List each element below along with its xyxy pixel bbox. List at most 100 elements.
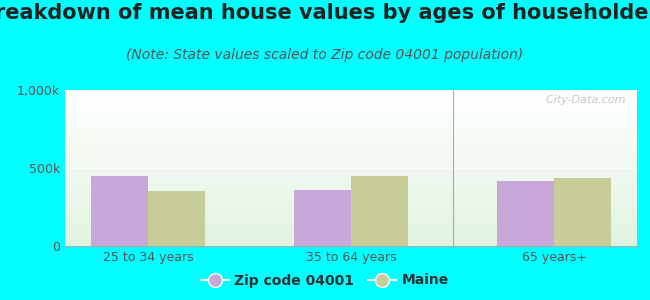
Bar bbox=[65, 234, 637, 235]
Bar bbox=[65, 166, 637, 167]
Bar bbox=[65, 181, 637, 182]
Bar bbox=[65, 118, 637, 119]
Bar bbox=[65, 96, 637, 97]
Bar bbox=[65, 239, 637, 240]
Bar bbox=[65, 196, 637, 197]
Bar bbox=[65, 167, 637, 168]
Bar bbox=[65, 194, 637, 195]
Bar bbox=[65, 113, 637, 114]
Bar bbox=[65, 126, 637, 127]
Bar bbox=[65, 109, 637, 110]
Bar bbox=[65, 208, 637, 209]
Bar bbox=[65, 153, 637, 154]
Bar bbox=[65, 145, 637, 146]
Bar bbox=[65, 159, 637, 160]
Bar bbox=[65, 103, 637, 104]
Bar bbox=[65, 101, 637, 102]
Bar bbox=[91, 176, 148, 246]
Bar bbox=[65, 204, 637, 205]
Bar bbox=[65, 205, 637, 206]
Text: City-Data.com: City-Data.com bbox=[539, 95, 625, 105]
Bar bbox=[65, 121, 637, 122]
Bar bbox=[65, 186, 637, 187]
Bar bbox=[65, 141, 637, 142]
Bar bbox=[65, 226, 637, 227]
Bar bbox=[65, 127, 637, 128]
Bar bbox=[65, 105, 637, 106]
Bar bbox=[65, 107, 637, 108]
Bar bbox=[65, 214, 637, 215]
Bar bbox=[65, 245, 637, 246]
Bar bbox=[65, 169, 637, 170]
Bar bbox=[65, 189, 637, 190]
Bar bbox=[65, 137, 637, 138]
Bar bbox=[65, 188, 637, 189]
Bar bbox=[65, 207, 637, 208]
Bar bbox=[65, 152, 637, 153]
Bar bbox=[65, 187, 637, 188]
Bar bbox=[65, 111, 637, 112]
Bar bbox=[65, 162, 637, 163]
Bar bbox=[65, 154, 637, 155]
Bar bbox=[65, 172, 637, 173]
Bar bbox=[65, 228, 637, 229]
Bar bbox=[65, 224, 637, 225]
Bar bbox=[554, 178, 611, 246]
Bar bbox=[65, 241, 637, 242]
Bar bbox=[65, 92, 637, 93]
Bar bbox=[65, 230, 637, 231]
Bar bbox=[65, 198, 637, 199]
Bar bbox=[65, 165, 637, 166]
Bar bbox=[65, 144, 637, 145]
Bar bbox=[65, 161, 637, 162]
Bar bbox=[65, 233, 637, 234]
Bar bbox=[65, 98, 637, 99]
Bar bbox=[65, 94, 637, 95]
Bar bbox=[65, 129, 637, 130]
Bar bbox=[351, 176, 408, 246]
Bar bbox=[65, 102, 637, 103]
Text: Breakdown of mean house values by ages of householders: Breakdown of mean house values by ages o… bbox=[0, 3, 650, 23]
Bar bbox=[65, 229, 637, 230]
Bar bbox=[65, 222, 637, 223]
Bar bbox=[65, 182, 637, 183]
Bar bbox=[65, 90, 637, 91]
Bar bbox=[65, 147, 637, 148]
Bar bbox=[65, 100, 637, 101]
Bar bbox=[65, 160, 637, 161]
Bar bbox=[65, 219, 637, 220]
Bar bbox=[65, 183, 637, 184]
Bar bbox=[65, 221, 637, 222]
Bar bbox=[65, 210, 637, 211]
Bar bbox=[65, 199, 637, 200]
Text: (Note: State values scaled to Zip code 04001 population): (Note: State values scaled to Zip code 0… bbox=[126, 48, 524, 62]
Bar bbox=[65, 142, 637, 143]
Bar bbox=[65, 235, 637, 236]
Bar bbox=[65, 193, 637, 194]
Bar bbox=[65, 232, 637, 233]
Bar bbox=[65, 185, 637, 186]
Bar bbox=[65, 211, 637, 212]
Bar bbox=[65, 178, 637, 179]
Bar bbox=[65, 192, 637, 193]
Bar bbox=[65, 213, 637, 214]
Bar bbox=[65, 157, 637, 158]
Bar bbox=[65, 117, 637, 118]
Bar bbox=[65, 116, 637, 117]
Bar bbox=[65, 132, 637, 133]
Bar bbox=[65, 170, 637, 171]
Bar bbox=[65, 123, 637, 124]
Bar bbox=[65, 201, 637, 202]
Bar bbox=[65, 149, 637, 150]
Bar bbox=[148, 190, 205, 246]
Bar bbox=[65, 122, 637, 123]
Bar bbox=[65, 179, 637, 180]
Bar bbox=[65, 174, 637, 175]
Bar bbox=[65, 125, 637, 126]
Bar bbox=[65, 240, 637, 241]
Bar bbox=[65, 191, 637, 192]
Bar bbox=[65, 156, 637, 157]
Bar bbox=[65, 93, 637, 94]
Bar bbox=[65, 143, 637, 144]
Bar bbox=[65, 114, 637, 115]
